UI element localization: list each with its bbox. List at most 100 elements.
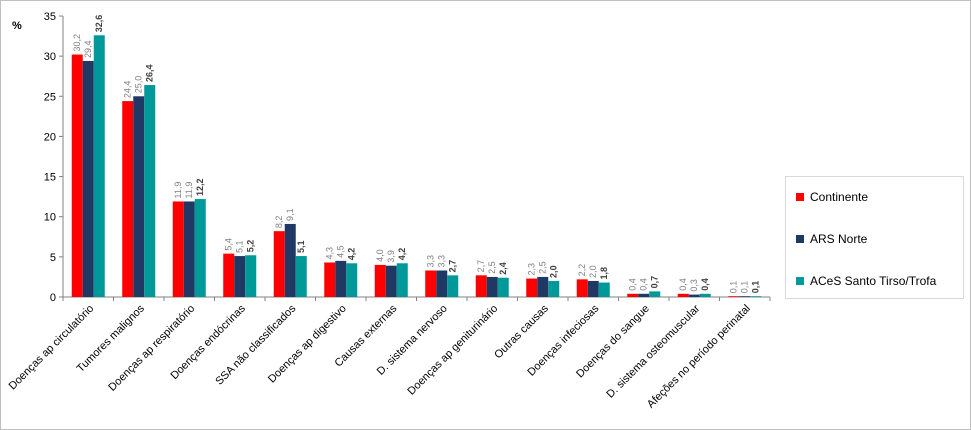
bar (587, 280, 599, 297)
legend-label-continente: Continente (810, 190, 869, 204)
bar (183, 201, 195, 297)
bar (385, 265, 397, 297)
bar (677, 293, 689, 297)
y-tick-label: 10 (44, 212, 56, 224)
data-label: 0,1 (740, 281, 750, 294)
legend-swatch-continente (796, 193, 804, 201)
data-label: 0,3 (689, 279, 699, 292)
data-label: 0,7 (650, 276, 660, 289)
data-label: 29,4 (83, 40, 93, 58)
bar (728, 296, 740, 297)
bar (194, 199, 206, 297)
bar (273, 231, 285, 297)
bar (324, 262, 336, 297)
bar (284, 223, 296, 297)
data-label: 5,1 (296, 241, 306, 254)
y-tick-label: 25 (44, 91, 56, 103)
data-label: 5,2 (246, 240, 256, 253)
bar (548, 280, 560, 297)
data-label: 2,5 (487, 261, 497, 274)
bar (71, 54, 83, 298)
data-label: 4,5 (336, 245, 346, 258)
data-label: 0,1 (751, 281, 761, 294)
y-tick-label: 5 (50, 252, 56, 264)
legend-swatch-aces (796, 277, 804, 285)
data-label: 3,3 (426, 255, 436, 268)
legend: Continente ARS Norte ACeS Santo Tirso/Tr… (785, 176, 964, 299)
bar (497, 277, 509, 297)
bar (739, 296, 751, 297)
data-label: 32,6 (94, 15, 104, 33)
bar (447, 275, 459, 297)
data-label: 26,4 (145, 65, 155, 83)
legend-item-continente: Continente (796, 189, 868, 205)
bar (598, 282, 610, 297)
bar (172, 201, 184, 297)
bar (295, 256, 307, 297)
data-label: 11,9 (184, 182, 194, 199)
data-label: 4,2 (397, 248, 407, 261)
data-label: 5,1 (235, 241, 245, 254)
data-label: 0,4 (678, 278, 688, 291)
bar (122, 101, 134, 297)
data-label: 24,4 (123, 81, 133, 99)
data-label: 2,2 (577, 264, 587, 277)
data-label: 3,9 (386, 250, 396, 263)
data-label: 2,0 (549, 265, 559, 278)
x-category-label: Doenças ap circulatório (7, 303, 97, 393)
data-label: 1,8 (599, 267, 609, 280)
data-label: 25,0 (134, 76, 144, 94)
data-label: 4,0 (375, 249, 385, 262)
x-category-label: D. sistema osteomuscular (604, 302, 702, 400)
x-category-label: Afeções no período perinatal (645, 303, 753, 411)
y-tick-label: 15 (44, 172, 56, 184)
bar (223, 253, 235, 297)
x-category-label: Doenças ap geniturinário (405, 303, 500, 398)
legend-swatch-ars-norte (796, 235, 804, 243)
data-label: 30,2 (72, 34, 82, 52)
bar (396, 263, 408, 297)
y-tick-label: 0 (50, 292, 56, 304)
data-label: 2,3 (527, 263, 537, 276)
y-tick-label: 35 (44, 11, 56, 23)
data-label: 2,7 (476, 260, 486, 273)
data-label: 0,4 (628, 278, 638, 291)
data-label: 2,0 (588, 265, 598, 278)
bar (93, 35, 105, 298)
bar (346, 263, 358, 297)
legend-item-ars-norte: ARS Norte (796, 231, 867, 247)
data-label: 4,2 (347, 248, 357, 261)
data-label: 0,4 (700, 278, 710, 291)
data-label: 4,3 (325, 247, 335, 260)
bar (576, 279, 588, 297)
y-tick-label: 20 (44, 131, 56, 143)
y-axis-label: % (12, 20, 22, 32)
bar (627, 293, 639, 297)
bar (699, 293, 711, 297)
data-label: 2,7 (448, 260, 458, 273)
bar (750, 296, 762, 297)
data-label: 5,4 (224, 238, 234, 251)
data-label: 11,9 (173, 182, 183, 199)
data-label: 12,2 (195, 179, 205, 197)
data-label: 8,2 (274, 216, 284, 229)
legend-label-ars-norte: ARS Norte (810, 232, 868, 246)
data-label: 9,1 (285, 208, 295, 221)
bar (436, 270, 448, 297)
bar (234, 256, 246, 297)
legend-label-aces: ACeS Santo Tirso/Trofa (810, 274, 937, 288)
y-tick-label: 30 (44, 51, 56, 63)
bar (688, 294, 700, 297)
data-label: 2,4 (498, 262, 508, 275)
bar (425, 270, 437, 297)
data-label: 0,4 (639, 278, 649, 291)
bar (486, 276, 498, 297)
bar (526, 278, 538, 297)
data-label: 0,1 (729, 281, 739, 294)
bar (537, 276, 549, 297)
bar (245, 255, 257, 297)
bar (144, 85, 156, 297)
bar (638, 293, 650, 297)
bar (475, 275, 487, 297)
